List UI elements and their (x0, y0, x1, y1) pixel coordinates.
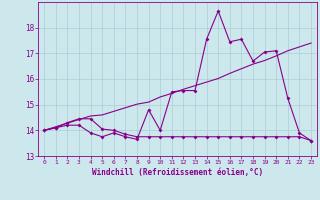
X-axis label: Windchill (Refroidissement éolien,°C): Windchill (Refroidissement éolien,°C) (92, 168, 263, 177)
